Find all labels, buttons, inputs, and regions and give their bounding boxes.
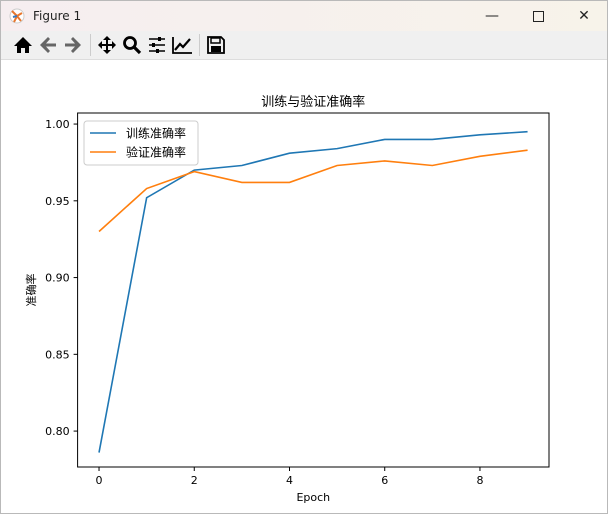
close-icon: ✕	[578, 8, 590, 24]
pan-move-icon	[97, 36, 116, 54]
back-button[interactable]	[36, 33, 59, 57]
chart-title: 训练与验证准确率	[261, 94, 365, 110]
series-line-2	[98, 149, 528, 233]
maximize-icon	[532, 10, 544, 22]
zoom-button[interactable]	[120, 33, 143, 57]
toolbar-separator	[199, 34, 200, 56]
edit-axis-icon	[171, 37, 192, 54]
legend-label: 训练准确率	[126, 126, 186, 141]
maximize-button[interactable]	[515, 1, 561, 31]
y-axis-label: 准确率	[24, 274, 38, 307]
legend-label: 验证准确率	[126, 145, 186, 160]
home-icon	[13, 37, 32, 53]
configure-subplots-icon	[148, 37, 165, 53]
x-tick-label: 2	[191, 474, 198, 487]
title-bar: Figure 1 — ✕	[1, 1, 607, 31]
x-tick-label: 0	[96, 474, 103, 487]
y-tick-label: 1.00	[45, 118, 70, 131]
y-tick-label: 0.85	[45, 348, 70, 361]
matplotlib-logo-icon	[9, 8, 25, 24]
legend-box	[83, 120, 199, 166]
back-arrow-icon	[39, 37, 56, 53]
x-tick-label: 4	[286, 474, 293, 487]
configure-subplots-button[interactable]	[145, 33, 168, 57]
save-button[interactable]	[204, 33, 227, 57]
toolbar	[1, 31, 607, 60]
y-tick-label: 0.95	[45, 195, 70, 208]
x-tick-label: 6	[381, 474, 388, 487]
y-tick-label: 0.80	[45, 425, 70, 438]
toolbar-separator	[90, 34, 91, 56]
chart: 训练与验证准确率 0 2 4 6 8 0.80 0.85 0.90 0.95 1.00 Epoch 准确…	[24, 94, 550, 504]
zoom-magnifier-icon	[122, 36, 141, 55]
x-axis-label: Epoch	[296, 491, 330, 504]
edit-axis-button[interactable]	[170, 33, 193, 57]
save-floppy-icon	[206, 36, 225, 54]
axes-frame	[77, 112, 550, 468]
minimize-icon: —	[485, 8, 499, 24]
forward-button[interactable]	[61, 33, 84, 57]
x-tick-label: 8	[476, 474, 483, 487]
minimize-button[interactable]: —	[469, 1, 515, 31]
forward-arrow-icon	[64, 37, 81, 53]
series-line-1	[98, 130, 528, 453]
window-title: Figure 1	[33, 9, 82, 23]
home-button[interactable]	[11, 33, 34, 57]
close-button[interactable]: ✕	[561, 1, 607, 31]
pan-button[interactable]	[95, 33, 118, 57]
y-tick-label: 0.90	[45, 272, 70, 285]
